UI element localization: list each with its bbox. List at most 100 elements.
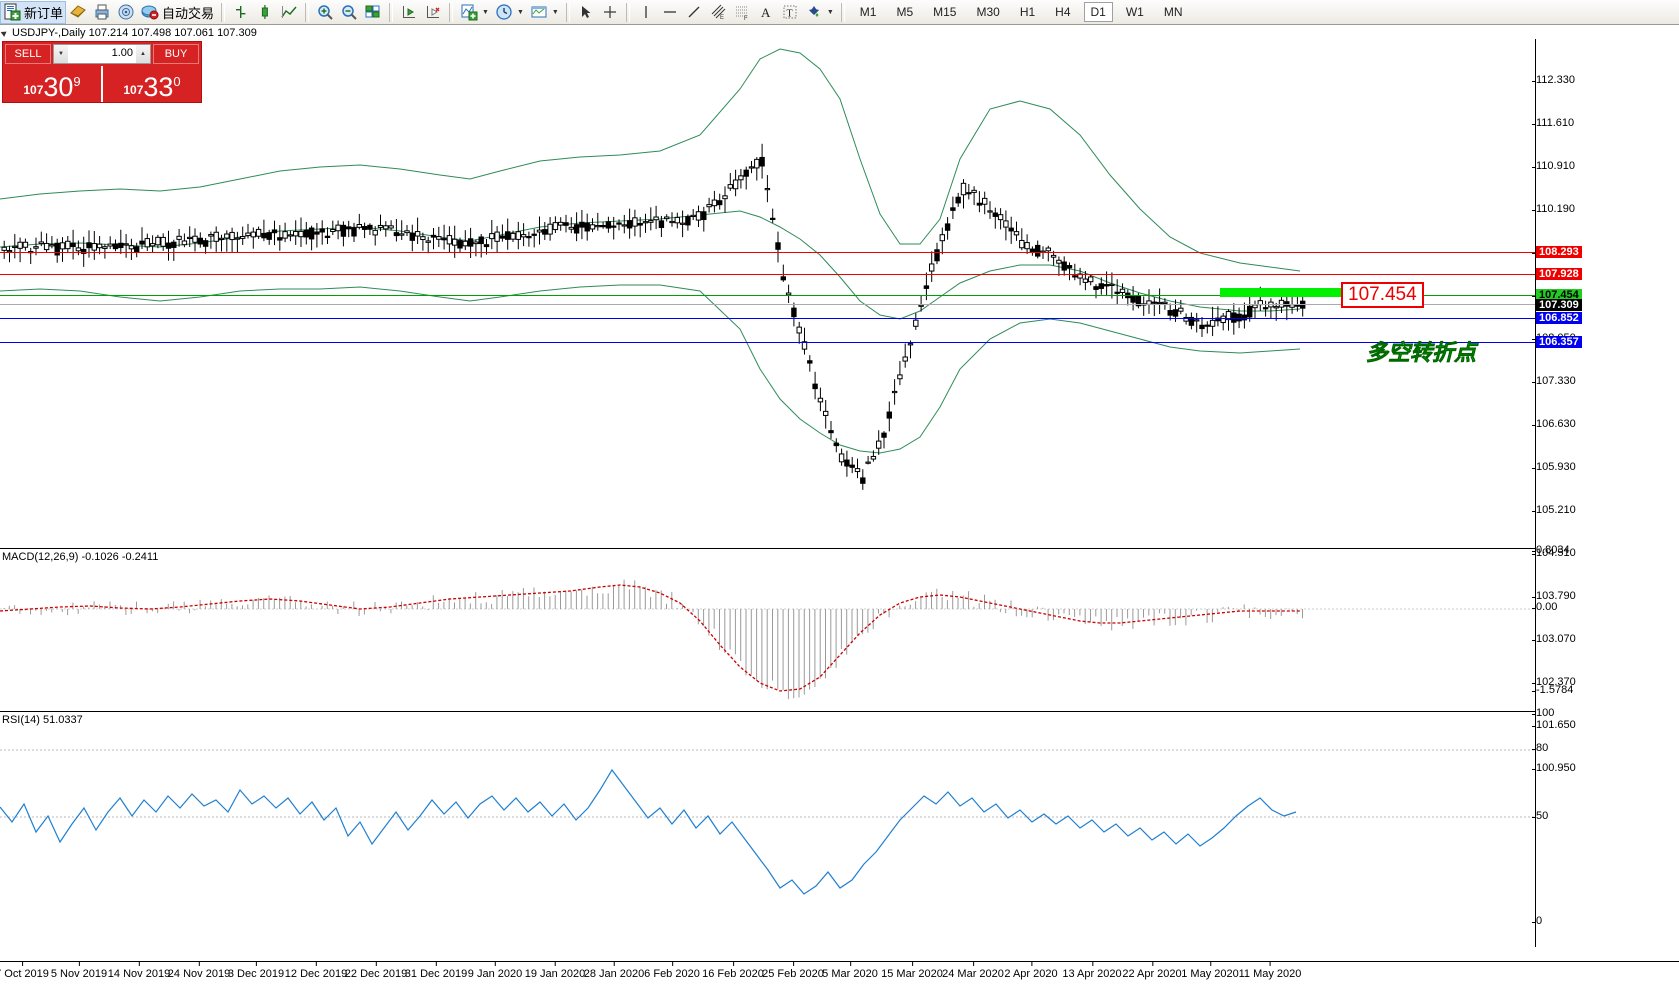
data-window-icon [117, 3, 135, 21]
chevron-down-icon[interactable]: ▼ [482, 8, 489, 16]
sell-price-prefix: 107 [23, 83, 44, 97]
volume-input[interactable]: ▼ 1.00 ▲ [53, 44, 151, 64]
chevron-down-icon[interactable]: ▼ [826, 8, 834, 16]
macd-tick: -1.5784 [1531, 684, 1574, 696]
print-button[interactable] [90, 1, 114, 24]
timeframe-group: M1 M5 M15 M30 H1 H4 D1 W1 MN [853, 2, 1190, 22]
macd-tick: 0.00 [1531, 601, 1558, 613]
templates-icon [530, 3, 548, 21]
macd-tick: 0.8034 [1532, 544, 1570, 556]
tile-windows-icon [364, 3, 382, 21]
oct-top-row: SELL ▼ 1.00 ▲ BUY [3, 42, 201, 66]
bar-chart-icon [232, 3, 250, 21]
timeframe-m30[interactable]: M30 [976, 5, 1000, 19]
text-button[interactable]: A [754, 1, 778, 24]
macd-pane[interactable]: MACD(12,26,9) -0.1026 -0.2411 [0, 548, 1535, 711]
toolbar-separator [389, 2, 394, 22]
svg-text:A: A [761, 5, 771, 20]
chart-shift-button[interactable] [421, 1, 445, 24]
auto-scroll-button[interactable] [397, 1, 421, 24]
one-click-trading-panel[interactable]: SELL ▼ 1.00 ▲ BUY 107 30 9 107 33 0 [2, 41, 202, 103]
zoom-in-icon [316, 3, 334, 21]
date-tick: 31 Dec 2019 [404, 961, 468, 980]
chevron-down-icon[interactable]: ▼ [551, 8, 559, 16]
level-label-107454: 107.454 [1536, 289, 1582, 301]
tile-windows-button[interactable] [361, 1, 385, 24]
date-tick: 16 Feb 2020 [702, 961, 764, 980]
chart-area[interactable]: 107.454 多空转折点 MACD(12,26,9) -0.1026 -0.2… [0, 39, 1679, 986]
autotrading-button[interactable]: 自动交易 [138, 1, 217, 24]
fibonacci-button[interactable]: F [730, 1, 754, 24]
buy-button[interactable]: BUY [153, 44, 199, 64]
chevron-down-icon[interactable]: ▼ [516, 8, 524, 16]
macd-histogram [3, 579, 1303, 700]
timeframe-mn[interactable]: MN [1163, 5, 1183, 19]
text-icon: A [757, 3, 775, 21]
volume-value[interactable]: 1.00 [111, 47, 133, 59]
trend-line-button[interactable] [682, 1, 706, 24]
bar-chart-button[interactable] [229, 1, 253, 24]
cursor-button[interactable] [574, 1, 598, 24]
zoom-out-button[interactable] [337, 1, 361, 24]
volume-decrement-icon[interactable]: ▼ [54, 45, 68, 63]
volume-increment-icon[interactable]: ▲ [136, 45, 150, 63]
horizontal-line-button[interactable] [658, 1, 682, 24]
templates-button[interactable]: ▼ [527, 1, 562, 24]
rsi-pane[interactable]: RSI(14) 51.0337 [0, 711, 1535, 961]
autotrading-label: 自动交易 [162, 5, 215, 21]
chart-symbol-header: USDJPY-,Daily 107.214 107.498 107.061 10… [0, 26, 257, 39]
candlestick-series [1, 143, 1306, 490]
timeframe-h4[interactable]: H4 [1055, 5, 1071, 19]
buy-price[interactable]: 107 33 0 [103, 66, 201, 102]
print-icon [93, 3, 111, 21]
zoom-in-button[interactable] [313, 1, 337, 24]
price-tick: 103.790 [1532, 590, 1576, 602]
new-order-button[interactable]: 新订单 [0, 0, 67, 24]
rsi-line [0, 768, 1297, 895]
timeframe-m5[interactable]: M5 [896, 5, 914, 19]
line-chart-icon [280, 3, 298, 21]
date-tick: 14 Nov 2019 [107, 961, 171, 980]
price-tick: 105.210 [1532, 504, 1576, 516]
price-axis[interactable]: 112.330 111.610 110.910 110.190 109.490 … [1531, 39, 1679, 947]
timeframe-d1[interactable]: D1 [1083, 2, 1113, 22]
timeframe-h1[interactable]: H1 [1019, 5, 1036, 19]
text-label-icon: T [781, 3, 799, 21]
candlestick-chart-button[interactable] [253, 1, 277, 24]
zoom-out-icon [340, 3, 358, 21]
date-tick: 5 Mar 2020 [822, 961, 878, 980]
period-icon [495, 3, 513, 21]
date-tick: 12 Dec 2019 [284, 961, 348, 980]
crosshair-button[interactable] [598, 1, 622, 24]
rsi-tick: 0 [1531, 915, 1543, 927]
indicators-button[interactable]: ▼ [457, 1, 492, 24]
support-line-106357 [0, 342, 1535, 343]
support-zone-highlight [1220, 288, 1345, 297]
shapes-button[interactable]: ▼ [802, 1, 837, 24]
text-label-button[interactable]: T [778, 1, 802, 24]
timeframe-w1[interactable]: W1 [1125, 5, 1144, 19]
price-pane[interactable]: 107.454 多空转折点 [0, 39, 1535, 514]
date-tick: 28 Jan 2020 [583, 961, 645, 980]
vertical-line-button[interactable] [634, 1, 658, 24]
equidistant-channel-button[interactable]: E [706, 1, 730, 24]
period-button[interactable]: ▼ [492, 1, 527, 24]
line-chart-button[interactable] [277, 1, 301, 24]
date-tick: 15 Mar 2020 [881, 961, 943, 980]
price-tick: 100.950 [1532, 762, 1576, 774]
date-tick: 3 Dec 2019 [227, 961, 285, 980]
svg-text:F: F [744, 16, 748, 21]
data-window-button[interactable] [114, 1, 138, 24]
timeframe-m15[interactable]: M15 [933, 5, 957, 19]
rsi-chart-svg [0, 749, 1535, 895]
equidistant-channel-icon: E [709, 3, 727, 21]
sell-button[interactable]: SELL [5, 44, 51, 64]
timeframe-m1[interactable]: M1 [859, 5, 877, 19]
sell-price[interactable]: 107 30 9 [3, 66, 103, 102]
new-order-icon [3, 3, 21, 21]
vertical-line-icon [637, 3, 655, 21]
expert-advisors-button[interactable] [66, 1, 90, 24]
macd-chart-svg [0, 579, 1535, 700]
toolbar-separator [305, 2, 310, 22]
date-axis[interactable]: 7 Oct 2019 5 Nov 2019 14 Nov 2019 24 Nov… [0, 961, 1679, 986]
